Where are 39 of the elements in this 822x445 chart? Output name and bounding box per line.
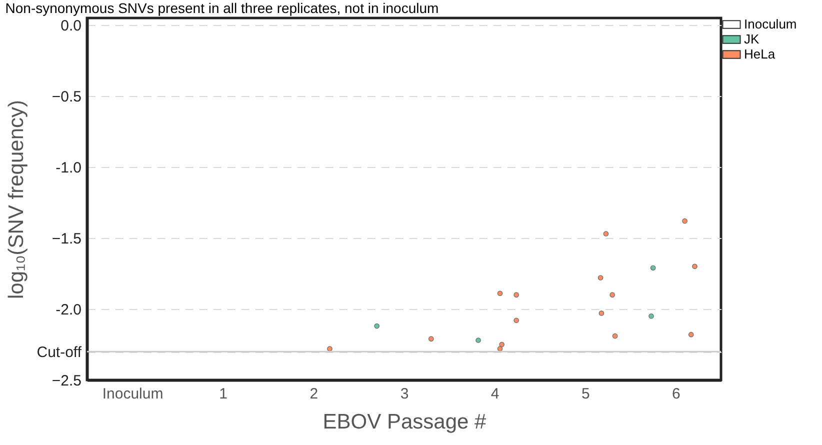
point bbox=[428, 336, 434, 342]
point bbox=[374, 323, 380, 329]
y-axis-title: log₁₀(SNV frequency) bbox=[4, 100, 28, 300]
point bbox=[514, 292, 519, 298]
point bbox=[648, 313, 654, 319]
x-axis-title: EBOV Passage # bbox=[322, 410, 487, 434]
x-tick-label: 2 bbox=[310, 386, 318, 402]
point bbox=[476, 338, 481, 343]
point bbox=[598, 275, 604, 280]
point bbox=[612, 333, 618, 339]
point bbox=[497, 290, 503, 296]
point bbox=[692, 264, 698, 270]
legend-label: HeLa bbox=[744, 46, 776, 62]
legend-label: JK bbox=[744, 32, 760, 46]
y-tick-label: -2.0 bbox=[56, 302, 82, 319]
point bbox=[327, 346, 332, 352]
point bbox=[610, 292, 615, 298]
point bbox=[514, 318, 519, 324]
point bbox=[682, 218, 688, 224]
x-tick-label: 1 bbox=[219, 386, 228, 402]
x-tick-label: 6 bbox=[672, 386, 680, 402]
point bbox=[650, 265, 656, 270]
x-tick-label: 4 bbox=[490, 386, 500, 402]
y-tick-label: Cut-off bbox=[36, 344, 82, 362]
legend-label: Inoculum bbox=[744, 16, 797, 32]
y-tick-label: -1.0 bbox=[56, 160, 82, 177]
point bbox=[497, 346, 503, 352]
point bbox=[603, 231, 609, 236]
y-tick-label: −0.5 bbox=[52, 88, 82, 106]
x-tick-label: Inoculum bbox=[102, 386, 164, 402]
y-tick-label: 0.0 bbox=[60, 18, 82, 35]
point bbox=[499, 342, 504, 348]
chart-title: Non-synonymous SNVs present in all three replicates, not in inoculum bbox=[5, 0, 439, 16]
x-tick-label: 5 bbox=[581, 386, 590, 402]
point bbox=[598, 310, 604, 316]
point bbox=[688, 332, 694, 338]
x-tick-label: 3 bbox=[400, 386, 409, 402]
y-tick-label: −1.5 bbox=[52, 230, 82, 248]
y-tick-label: −2.5 bbox=[52, 372, 82, 390]
